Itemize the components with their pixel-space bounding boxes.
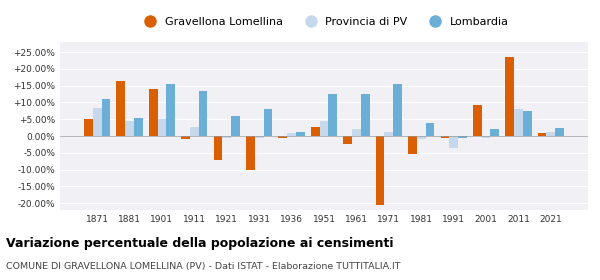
Text: COMUNE DI GRAVELLONA LOMELLINA (PV) - Dati ISTAT - Elaborazione TUTTITALIA.IT: COMUNE DI GRAVELLONA LOMELLINA (PV) - Da…: [6, 262, 401, 271]
Bar: [278, 136, 287, 138]
Bar: [417, 136, 425, 139]
Bar: [523, 111, 532, 136]
Bar: [393, 84, 402, 136]
Bar: [473, 105, 482, 136]
Bar: [425, 123, 434, 136]
Bar: [231, 116, 240, 136]
Bar: [320, 121, 328, 136]
Bar: [101, 99, 110, 136]
Bar: [449, 136, 458, 148]
Bar: [361, 94, 370, 136]
Text: Variazione percentuale della popolazione ai censimenti: Variazione percentuale della popolazione…: [6, 237, 394, 249]
Bar: [385, 132, 393, 136]
Bar: [190, 127, 199, 136]
Bar: [296, 132, 305, 136]
Bar: [125, 121, 134, 136]
Bar: [246, 136, 255, 170]
Bar: [376, 136, 385, 205]
Bar: [263, 109, 272, 136]
Bar: [458, 136, 467, 138]
Bar: [328, 94, 337, 136]
Bar: [408, 136, 417, 154]
Bar: [514, 109, 523, 136]
Bar: [352, 129, 361, 136]
Bar: [223, 136, 231, 138]
Bar: [134, 118, 143, 136]
Bar: [84, 119, 93, 136]
Bar: [490, 129, 499, 136]
Bar: [440, 136, 449, 138]
Bar: [166, 84, 175, 136]
Legend: Gravellona Lomellina, Provincia di PV, Lombardia: Gravellona Lomellina, Provincia di PV, L…: [135, 13, 513, 31]
Bar: [116, 81, 125, 136]
Bar: [149, 89, 158, 136]
Bar: [538, 133, 547, 136]
Bar: [158, 119, 166, 136]
Bar: [287, 133, 296, 136]
Bar: [547, 132, 555, 136]
Bar: [199, 91, 208, 136]
Bar: [93, 108, 101, 136]
Bar: [214, 136, 223, 160]
Bar: [482, 136, 490, 138]
Bar: [555, 128, 564, 136]
Bar: [343, 136, 352, 144]
Bar: [255, 136, 263, 138]
Bar: [311, 127, 320, 136]
Bar: [181, 136, 190, 139]
Bar: [505, 57, 514, 136]
